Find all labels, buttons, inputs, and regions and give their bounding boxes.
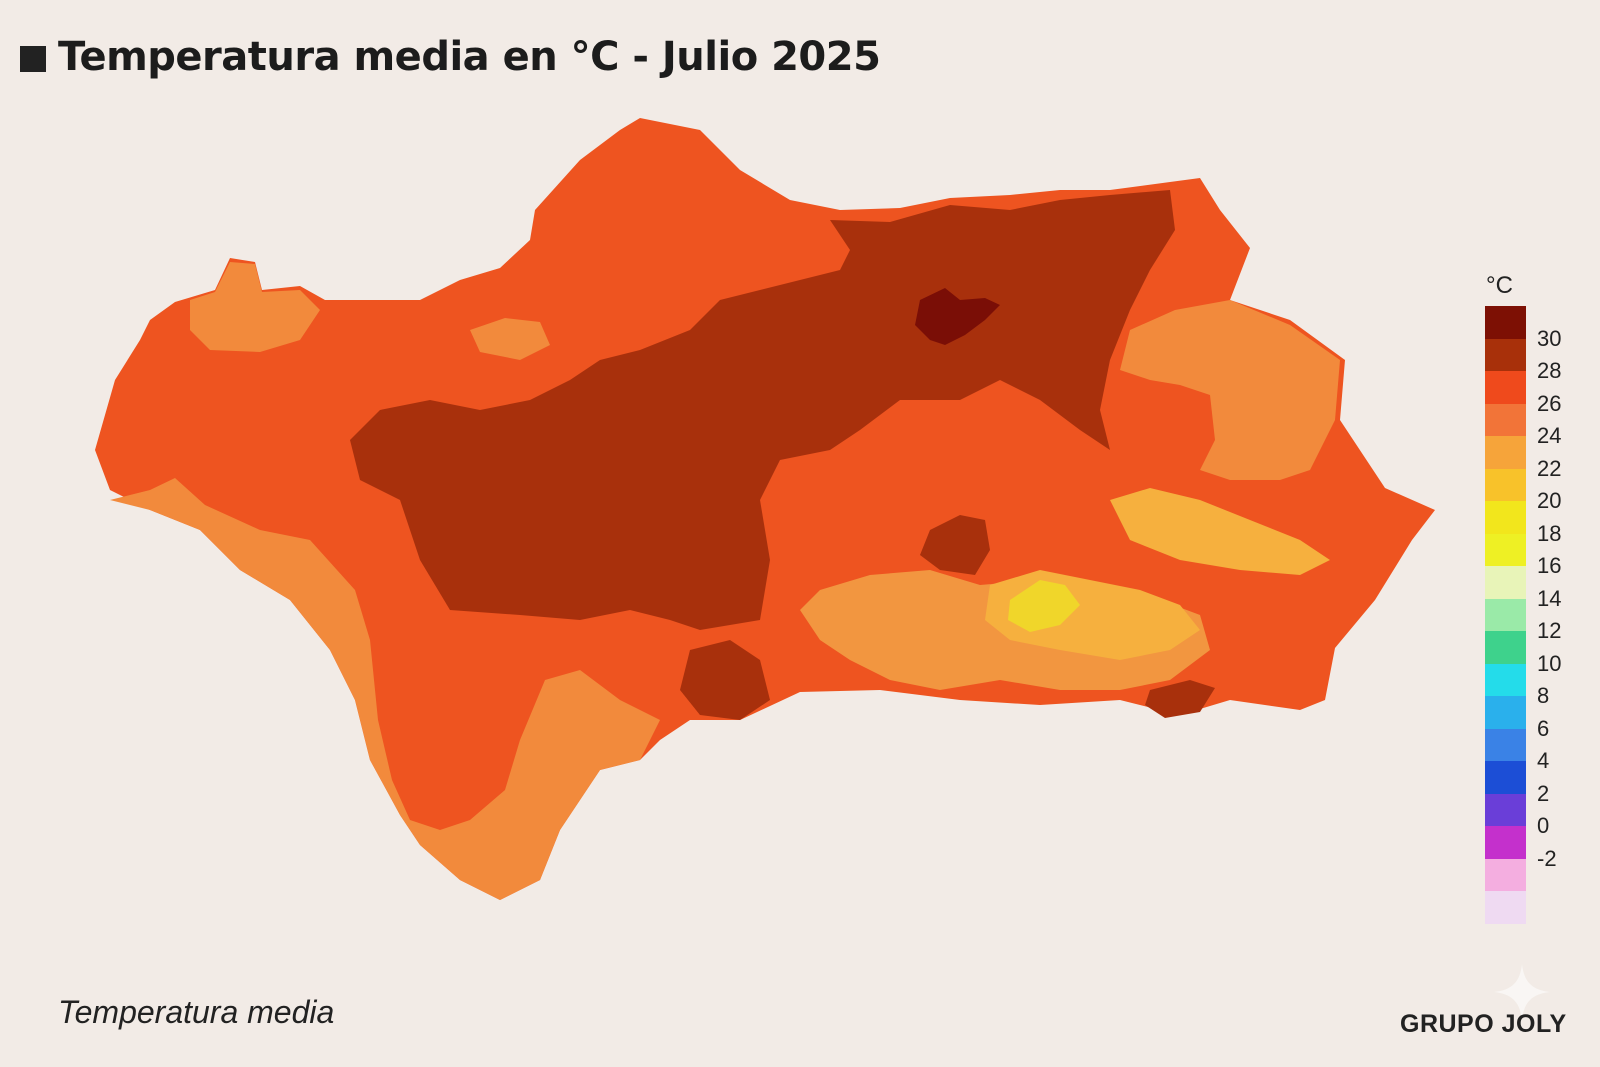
map-title: Temperatura media en °C - Julio 2025 [20, 34, 881, 80]
legend-tick-label: 8 [1537, 683, 1550, 708]
legend-tick-label: 26 [1537, 390, 1562, 416]
title-text: Temperatura media en °C - Julio 2025 [58, 34, 881, 80]
legend-bar [1485, 306, 1526, 924]
region-26c [95, 118, 1435, 900]
region-24-atlantic [110, 478, 660, 900]
legend-tick-label: 12 [1537, 618, 1562, 643]
legend-tick-label: 28 [1537, 358, 1562, 383]
legend-swatch [1485, 306, 1526, 339]
brand-logo-text: GRUPO JOLY [1400, 1010, 1567, 1038]
legend-swatch [1485, 501, 1526, 534]
legend-swatch [1485, 566, 1526, 599]
legend-swatch [1485, 761, 1526, 794]
legend-swatch [1485, 371, 1526, 404]
legend-swatch [1485, 793, 1526, 826]
legend-tick-label: 16 [1537, 553, 1562, 578]
legend-swatch [1485, 631, 1526, 664]
caption: Temperatura media [58, 994, 335, 1030]
legend-swatch [1485, 403, 1526, 436]
legend-tick-label: 30 [1537, 325, 1562, 351]
legend-tick-label: 20 [1537, 488, 1562, 513]
legend-swatch [1485, 436, 1526, 469]
region-30-hotspot [915, 288, 1000, 345]
region-28-almeria [1145, 680, 1215, 718]
legend-swatch [1485, 338, 1526, 371]
legend-swatch [1485, 858, 1526, 891]
legend-tick-label: 22 [1537, 455, 1562, 481]
legend-tick-label: -2 [1537, 845, 1557, 871]
legend-unit: °C [1486, 272, 1513, 299]
region-20-peak [1008, 580, 1080, 632]
region-22-east [1110, 488, 1330, 575]
legend-tick-label: 6 [1537, 715, 1550, 741]
legend-swatch [1485, 598, 1526, 631]
region-28-south [680, 640, 770, 720]
region-24-sierra [470, 318, 550, 360]
legend-tick-label: 18 [1537, 520, 1562, 546]
legend-swatch [1485, 826, 1526, 859]
legend-tick-label: 14 [1537, 585, 1562, 611]
sparkle-icon [1494, 964, 1550, 1020]
legend-swatch [1485, 663, 1526, 696]
legend-tick-label: 2 [1537, 780, 1550, 806]
legend-swatch [1485, 696, 1526, 729]
legend-swatch [1485, 891, 1526, 924]
region-28-granada [920, 515, 990, 575]
legend-tick-label: 24 [1537, 423, 1562, 448]
legend-swatch [1485, 468, 1526, 501]
legend-tick-label: 0 [1537, 813, 1550, 838]
legend-tick-label: 4 [1537, 748, 1550, 773]
region-24-north [190, 262, 320, 352]
legend-tick-label: 10 [1537, 650, 1562, 676]
legend-swatch [1485, 533, 1526, 566]
legend-swatch [1485, 728, 1526, 761]
region-24-east [1120, 300, 1340, 480]
title-square-icon [20, 46, 46, 72]
